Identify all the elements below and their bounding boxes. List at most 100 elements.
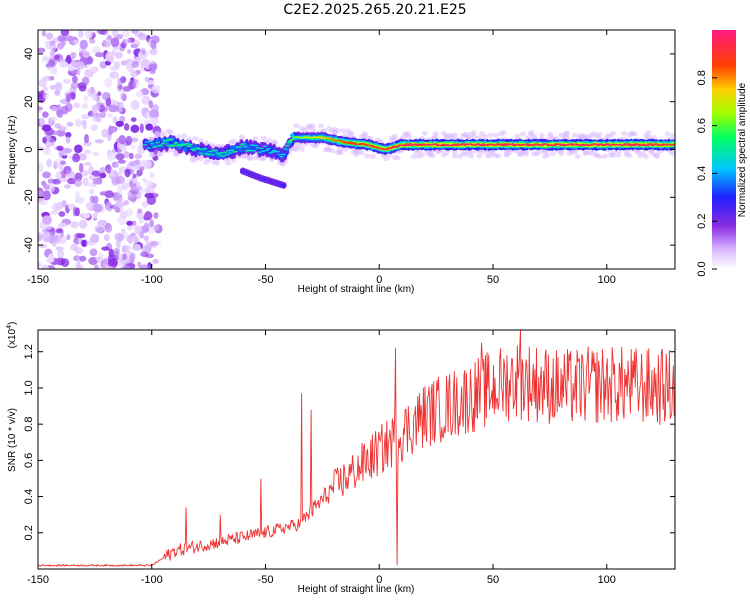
noise-blob [130,100,140,111]
noise-blob [139,166,145,171]
spectrogram-xlabel: Height of straight line (km) [298,284,415,295]
colorbar-tick-label: 0.6 [696,118,708,133]
snr-series-line [38,330,675,568]
noise-blob [41,264,49,269]
ridge-halo [558,151,565,157]
noise-blob [114,202,121,210]
ridge-cell [352,142,357,144]
noise-blob [57,222,67,228]
ridge-cell [645,144,650,147]
ridge-cell [144,141,149,143]
noise-blob [123,200,129,206]
noise-blob [152,225,160,231]
noise-blob [66,121,74,127]
ridge-cell [215,152,220,154]
noise-blob [47,253,55,263]
colorbar-tick-label: 0.4 [696,166,708,181]
noise-blob [144,211,153,221]
noise-blob [70,39,75,45]
noise-blob [50,50,56,58]
noise-blob [72,154,81,163]
ridge-halo [361,131,368,137]
noise-blob [94,117,102,123]
secondary-track-core [282,183,286,188]
ridge-cell [219,152,224,154]
ridge-cell [160,142,166,145]
noise-blob [127,49,131,54]
ridge-cell [202,147,208,150]
noise-blob [74,178,82,187]
ridge-cell [150,143,155,145]
ridge-halo [167,129,174,135]
ridge-cell [242,145,248,148]
ridge-cell [510,143,515,145]
spectrogram-ticks: -150 -100 -50 0 50 100 -40 -20 0 20 40 [23,30,675,286]
noise-blob [54,89,61,96]
noise-blob [90,124,99,132]
noise-blob [151,84,161,94]
noise-blob [38,190,45,198]
noise-blob [116,185,123,196]
colorbar-bar [712,30,736,269]
noise-blob [95,52,104,58]
noise-blob [82,50,90,59]
noise-blob [112,116,118,124]
noise-blob [101,246,110,251]
noise-blob [138,32,147,41]
noise-blob [130,70,139,78]
noise-blob [106,151,117,161]
noise-blob [81,113,90,120]
noise-blob [111,104,117,110]
ridge-halo [260,135,267,141]
noise-blob [117,215,127,226]
noise-blob [91,170,101,177]
noise-blob [39,117,45,127]
noise-blob [84,149,91,155]
noise-blob [148,228,155,235]
ridge-cell [262,145,268,148]
ridge-cell [290,133,295,138]
ridge-cell [182,147,188,152]
noise-blob [116,239,121,249]
noise-blob [55,171,62,181]
noise-blob [88,175,95,180]
ridge-halo [451,132,458,138]
ridge-halo [645,134,652,140]
noise-blob [38,106,43,111]
ridge-halo [610,150,617,156]
noise-blob [93,203,103,213]
ridge-halo [539,132,546,138]
noise-blob [125,58,133,64]
noise-blob [123,151,130,159]
colorbar: 0.0 0.2 0.4 0.6 0.8 Normalized spectral ampl… [696,30,748,277]
noise-blob [58,148,64,158]
ridge-halo [596,132,603,138]
ridge-cell [251,149,257,152]
noise-blob [118,253,123,261]
ridge-halo [596,154,603,160]
ridge-halo [670,133,675,139]
y-tick-label: 0.6 [23,453,35,468]
ridge-cell [226,149,231,152]
colorbar-tick-label: 0.2 [696,214,708,229]
noise-blob [43,225,52,231]
noise-blob [140,58,150,69]
ridge-halo [670,151,675,157]
y-tick-label: 1.2 [23,344,35,359]
noise-blob [143,187,151,194]
ridge-cell [204,149,209,154]
ridge-cell [403,144,408,146]
ridge-halo [266,138,273,144]
noise-blob [41,30,47,37]
noise-blob [78,162,84,173]
ridge-halo [514,133,521,139]
noise-blob [65,93,72,103]
snr-panel: -150 -100 -50 0 50 100 0.2 0.4 0.6 0.8 1.0 1.2 Heig… [6,322,676,595]
noise-blob [102,257,109,267]
noise-blob [121,253,127,260]
noise-blob [134,159,140,165]
noise-blob [111,30,119,37]
ridge-halo [468,153,475,159]
noise-blob [105,164,112,174]
